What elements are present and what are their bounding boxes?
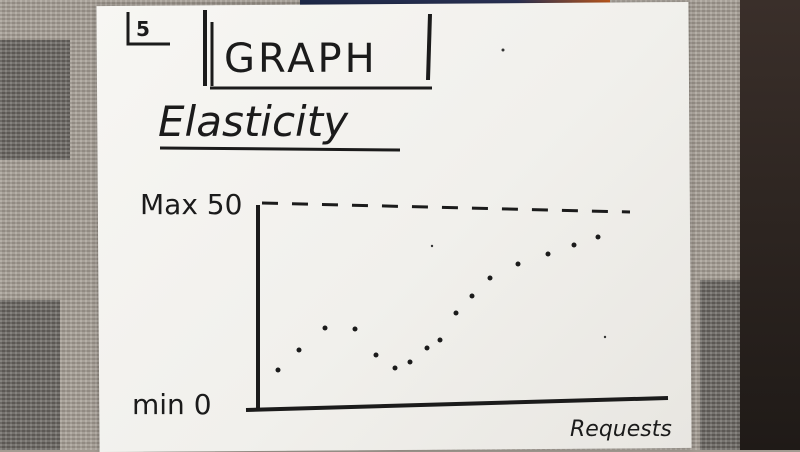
x-axis bbox=[245, 396, 669, 412]
placemat-pattern bbox=[0, 300, 60, 450]
placemat-pattern bbox=[0, 40, 70, 160]
elasticity-dotted-curve bbox=[275, 234, 601, 373]
y-min-label: min 0 bbox=[132, 388, 212, 421]
y-max-label: Max 50 bbox=[140, 188, 242, 221]
curve-point bbox=[487, 275, 493, 281]
curve-point bbox=[322, 325, 328, 331]
graph-title: GRAPH bbox=[224, 36, 378, 82]
table-surface bbox=[740, 0, 800, 450]
curve-point bbox=[296, 347, 302, 353]
curve-point bbox=[437, 337, 443, 343]
page-number: 5 bbox=[136, 17, 150, 41]
curve-point bbox=[275, 367, 281, 373]
paper-speck bbox=[501, 48, 505, 52]
max-capacity-dashed-line bbox=[261, 201, 631, 214]
subtitle-underline bbox=[159, 146, 401, 152]
curve-point bbox=[352, 326, 358, 332]
curve-point bbox=[373, 352, 379, 358]
paper-speck bbox=[603, 335, 607, 339]
curve-point bbox=[595, 234, 601, 240]
curve-point bbox=[407, 359, 413, 365]
curve-point bbox=[545, 251, 551, 257]
curve-point bbox=[424, 345, 430, 351]
curve-point bbox=[515, 261, 521, 267]
graph-subtitle: Elasticity bbox=[158, 97, 349, 146]
curve-point bbox=[469, 293, 475, 299]
curve-point bbox=[453, 310, 459, 316]
curve-point bbox=[571, 242, 577, 248]
paper-speck bbox=[430, 244, 434, 248]
title-frame bbox=[203, 10, 432, 90]
curve-point bbox=[392, 365, 398, 371]
page-number-box: 5 bbox=[126, 12, 170, 46]
x-axis-label: Requests bbox=[570, 417, 672, 442]
